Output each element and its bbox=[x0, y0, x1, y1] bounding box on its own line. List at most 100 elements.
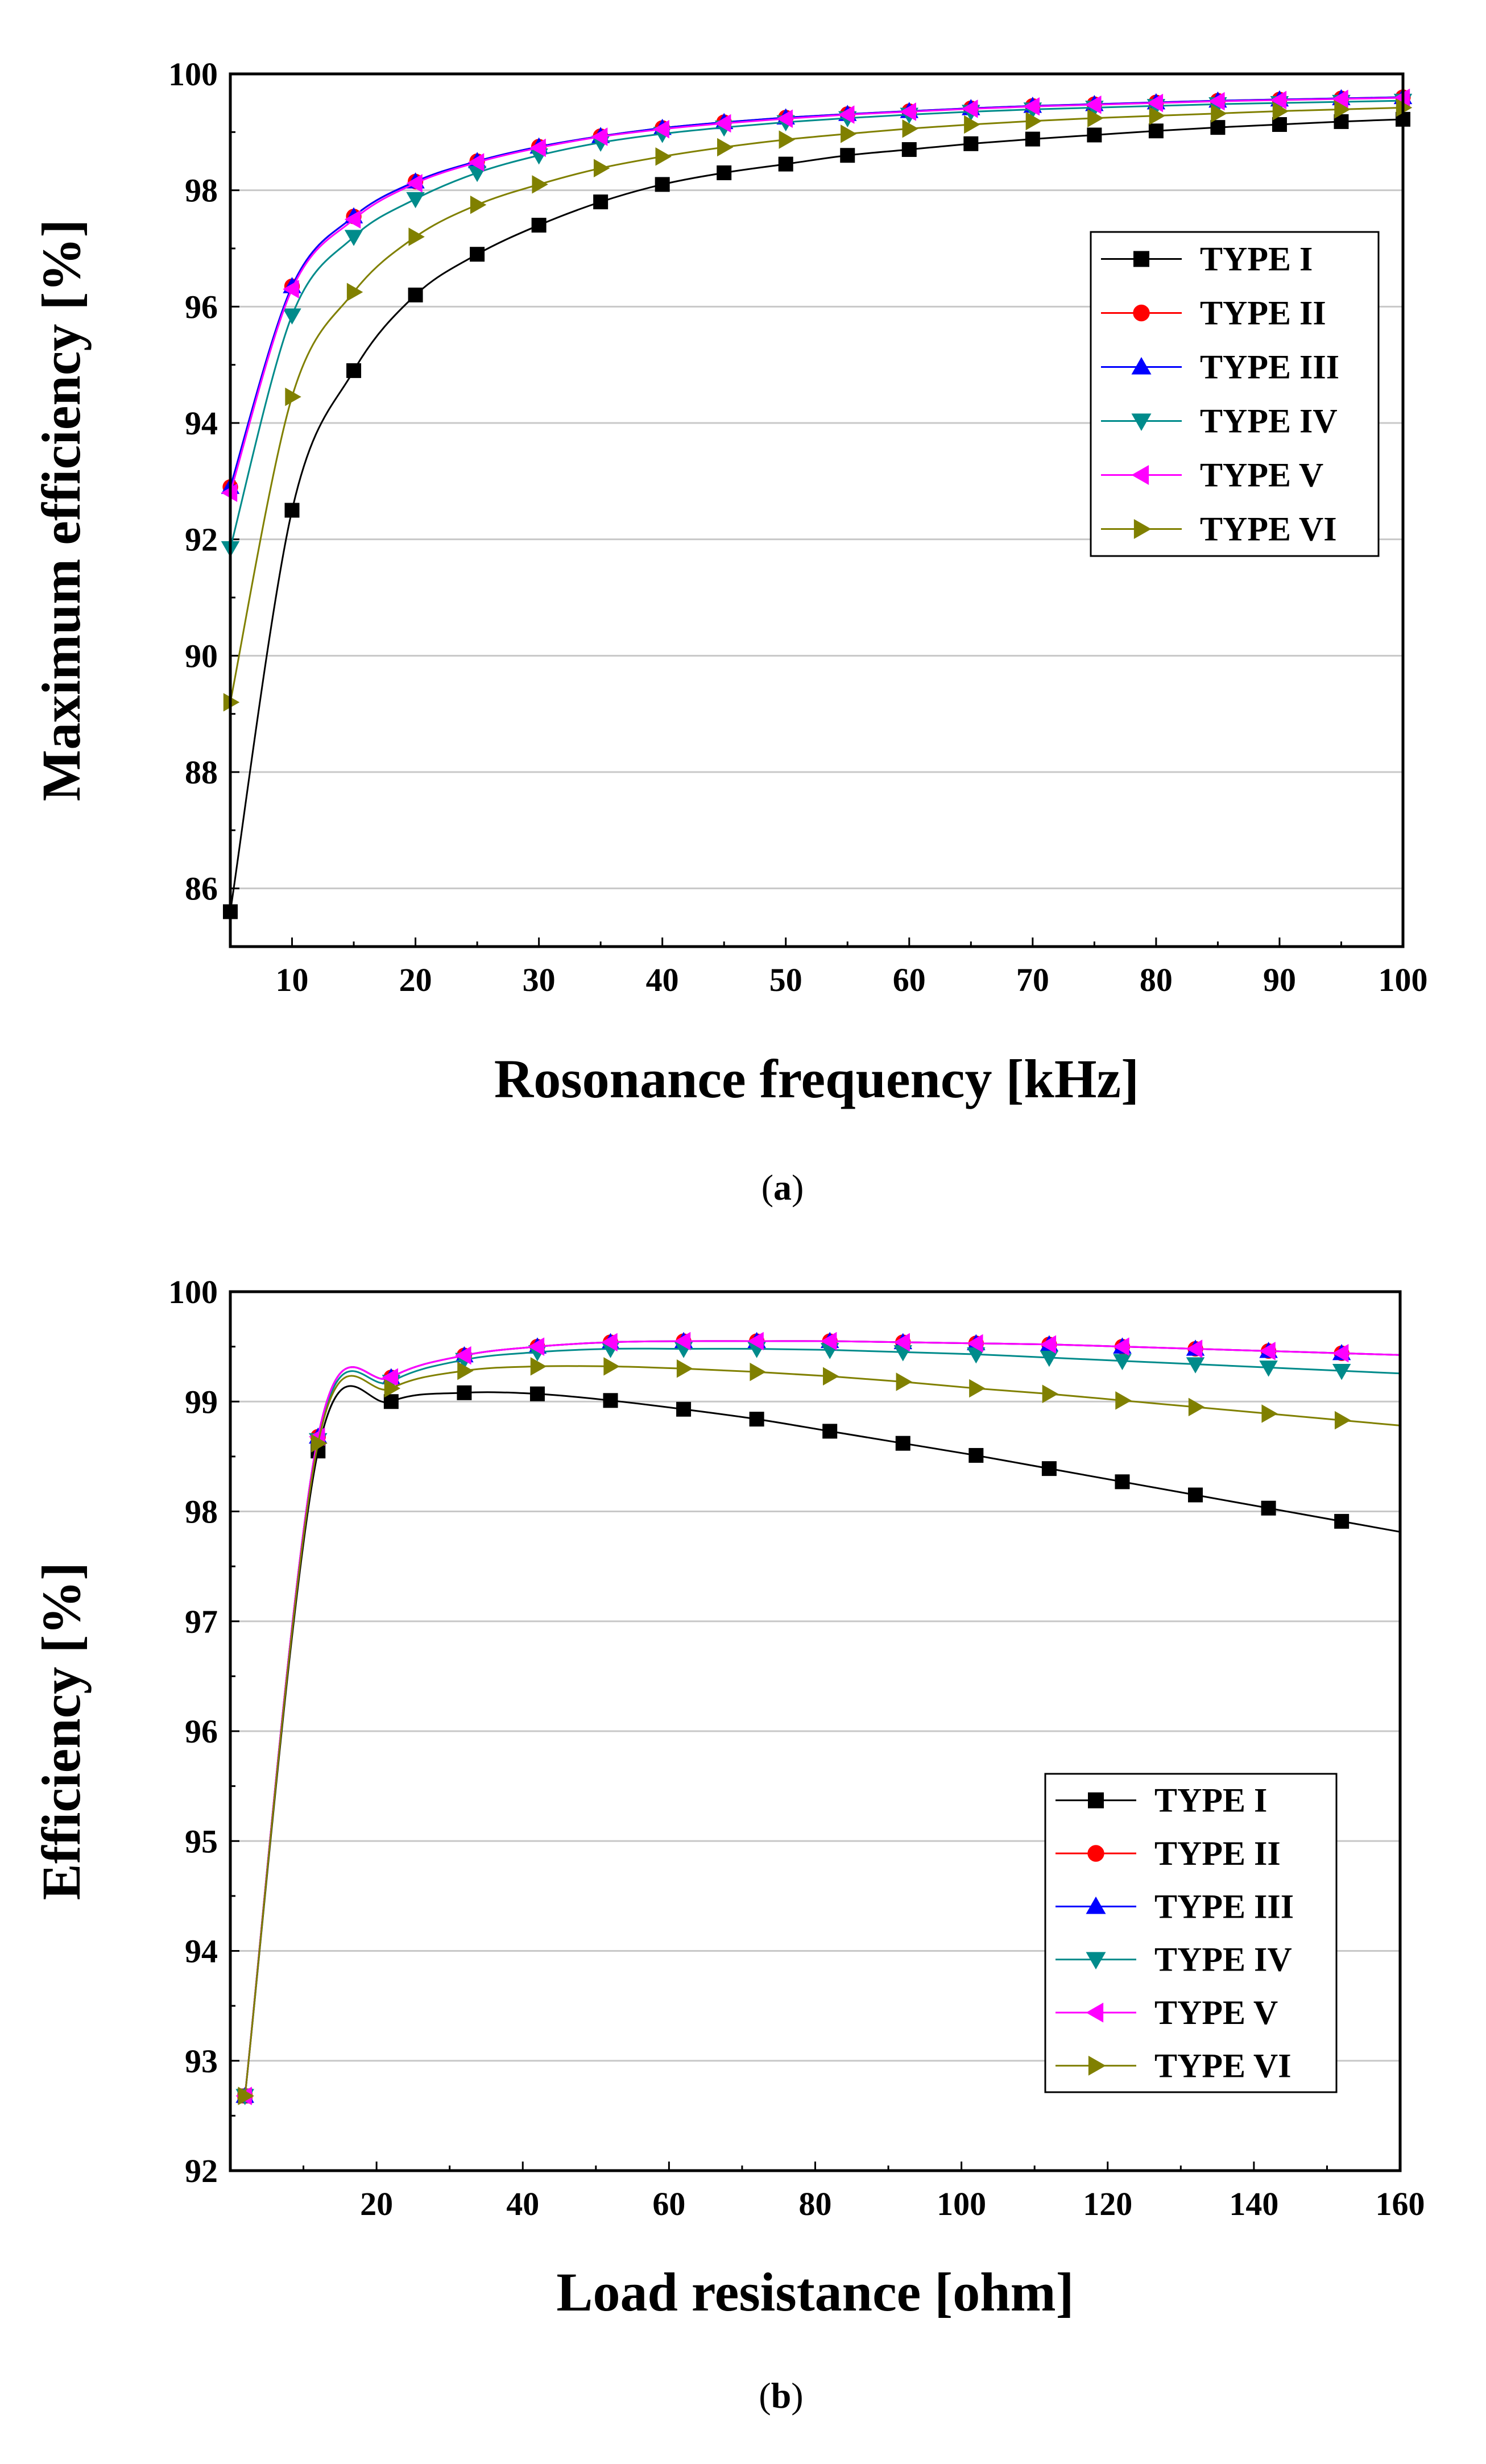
data-point bbox=[532, 175, 548, 194]
x-axis-label: Rosonance frequency [kHz] bbox=[494, 1048, 1139, 1109]
plot-frame bbox=[229, 1290, 1402, 2172]
x-tick-label: 80 bbox=[799, 2185, 832, 2222]
data-point bbox=[964, 115, 980, 134]
legend-label: TYPE IV bbox=[1154, 1941, 1292, 1978]
data-point bbox=[529, 1386, 545, 1401]
data-point bbox=[1146, 93, 1164, 113]
data-point bbox=[1041, 1461, 1057, 1476]
y-tick-label: 99 bbox=[185, 1383, 218, 1420]
data-point bbox=[344, 230, 363, 246]
series-type-v bbox=[221, 88, 1410, 503]
data-point bbox=[895, 1436, 910, 1451]
data-point bbox=[717, 165, 732, 180]
y-tick-label: 94 bbox=[185, 1933, 218, 1970]
data-point bbox=[383, 1394, 399, 1409]
data-point bbox=[747, 1331, 764, 1351]
data-point bbox=[1040, 1335, 1057, 1354]
data-point bbox=[840, 148, 855, 163]
tick-labels: 92 93 94 95 96 97 98 99 100 20 40 60 80 100 120 140 160 bbox=[168, 1274, 1425, 2222]
data-point bbox=[346, 363, 362, 378]
x-tick-label: 30 bbox=[523, 961, 556, 998]
data-point bbox=[408, 287, 423, 302]
data-point bbox=[896, 1372, 913, 1391]
data-point bbox=[285, 387, 301, 406]
legend: TYPE I TYPE II TYPE III TYPE IV TYPE V TYPE V… bbox=[1090, 231, 1380, 557]
legend-item: TYPE VI bbox=[1101, 511, 1337, 548]
legend-label: TYPE VI bbox=[1200, 511, 1337, 548]
data-point bbox=[408, 227, 425, 246]
legend: TYPE I TYPE II TYPE III TYPE IV TYPE V TYPE V… bbox=[1044, 1773, 1338, 2093]
x-tick-label: 80 bbox=[1140, 961, 1173, 998]
legend-marker bbox=[1087, 1845, 1104, 1862]
data-point bbox=[967, 1347, 986, 1364]
chart-a: 86 88 90 92 94 96 98 100 10 20 30 40 50 60 70 80 90 100 Ro… bbox=[31, 56, 1428, 1208]
data-point bbox=[1332, 1363, 1351, 1380]
data-point bbox=[406, 174, 423, 193]
data-point bbox=[893, 1333, 910, 1352]
data-point bbox=[749, 1412, 764, 1427]
y-axis-label: Efficiency [%] bbox=[31, 1562, 92, 1900]
data-point bbox=[1334, 100, 1351, 119]
series-line bbox=[244, 1385, 1401, 2096]
series-line bbox=[244, 1340, 1401, 2096]
legend-marker bbox=[1086, 1952, 1106, 1970]
legend-label: TYPE IV bbox=[1200, 403, 1338, 440]
data-point bbox=[529, 138, 546, 157]
series-type-i bbox=[223, 111, 1410, 919]
data-point bbox=[531, 218, 547, 233]
y-tick-label: 86 bbox=[185, 870, 218, 907]
data-point bbox=[1270, 90, 1287, 110]
data-point bbox=[655, 177, 670, 192]
series-type-vi bbox=[223, 98, 1413, 712]
y-tick-label: 98 bbox=[185, 172, 218, 209]
x-tick-label: 60 bbox=[652, 2185, 685, 2222]
data-point bbox=[1087, 127, 1102, 143]
legend-marker bbox=[1133, 304, 1150, 322]
data-point bbox=[778, 156, 793, 172]
legend-box bbox=[1090, 231, 1380, 557]
data-point bbox=[457, 1385, 472, 1400]
data-point bbox=[284, 503, 300, 518]
series-line bbox=[229, 118, 1404, 912]
plot-frame bbox=[229, 72, 1405, 948]
data-point bbox=[1188, 1397, 1205, 1417]
legend-item: TYPE VI bbox=[1055, 2047, 1292, 2084]
x-tick-label: 10 bbox=[276, 961, 309, 998]
x-tick-label: 100 bbox=[937, 2185, 986, 2222]
data-point bbox=[593, 194, 609, 210]
data-point bbox=[653, 119, 669, 139]
panel-caption: (b) bbox=[759, 2375, 803, 2416]
series-type-v bbox=[235, 1331, 1401, 2105]
data-point bbox=[717, 138, 734, 157]
data-point bbox=[750, 1362, 766, 1382]
data-point bbox=[902, 119, 919, 138]
data-point bbox=[900, 102, 916, 121]
data-point bbox=[528, 1337, 545, 1356]
chart-b: 92 93 94 95 96 97 98 99 100 20 40 60 80 100 120 140 160 L… bbox=[31, 1274, 1425, 2416]
data-point bbox=[1087, 109, 1104, 128]
legend-item: TYPE II bbox=[1101, 294, 1326, 332]
legend-label: TYPE V bbox=[1200, 457, 1323, 494]
data-point bbox=[603, 1393, 618, 1408]
data-point bbox=[820, 1331, 837, 1351]
y-tick-label: 90 bbox=[185, 637, 218, 674]
data-point bbox=[1149, 106, 1166, 125]
data-point bbox=[283, 280, 299, 298]
data-point bbox=[901, 142, 917, 157]
data-point bbox=[776, 109, 793, 128]
series-line bbox=[244, 1347, 1401, 2096]
data-point bbox=[1040, 1350, 1059, 1367]
data-point bbox=[1210, 120, 1226, 135]
x-axis-label: Load resistance [ohm] bbox=[556, 2262, 1074, 2322]
x-tick-label: 40 bbox=[646, 961, 679, 998]
data-point bbox=[382, 1368, 399, 1387]
legend-item: TYPE III bbox=[1101, 349, 1339, 386]
legend-label: TYPE V bbox=[1154, 1994, 1278, 2031]
y-tick-label: 97 bbox=[185, 1603, 218, 1640]
y-tick-label: 96 bbox=[185, 288, 218, 325]
data-point bbox=[676, 1401, 692, 1417]
legend-item: TYPE II bbox=[1055, 1835, 1281, 1872]
legend-marker bbox=[1133, 251, 1149, 267]
data-point bbox=[1272, 102, 1289, 121]
